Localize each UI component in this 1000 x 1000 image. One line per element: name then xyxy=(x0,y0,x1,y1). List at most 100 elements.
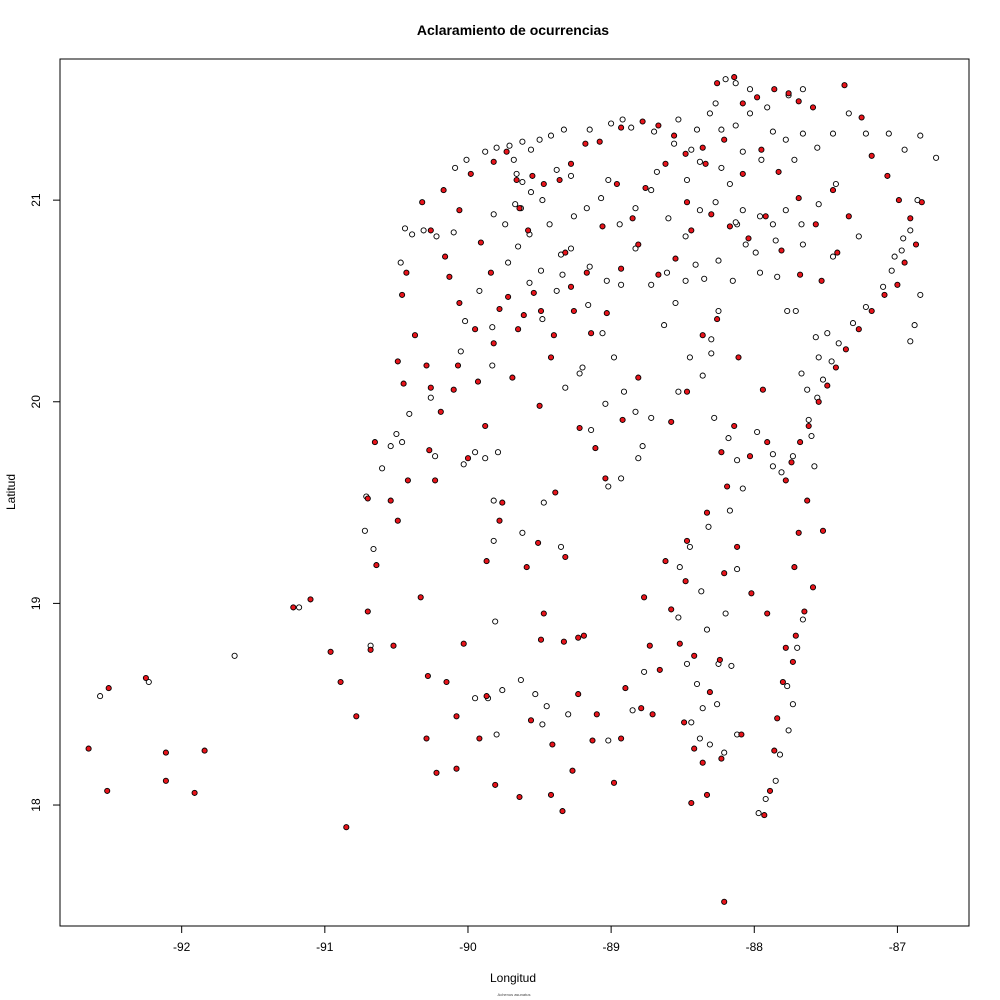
removed-point xyxy=(692,746,697,751)
kept-point xyxy=(773,778,778,783)
removed-point xyxy=(783,478,788,483)
removed-point xyxy=(819,278,824,283)
kept-point xyxy=(619,282,624,287)
kept-point xyxy=(783,137,788,142)
kept-point xyxy=(709,337,714,342)
kept-point xyxy=(606,738,611,743)
kept-point xyxy=(816,355,821,360)
kept-point xyxy=(747,111,752,116)
removed-point xyxy=(551,333,556,338)
removed-point xyxy=(428,385,433,390)
removed-point xyxy=(443,254,448,259)
removed-point xyxy=(354,714,359,719)
removed-point xyxy=(775,716,780,721)
removed-point xyxy=(538,637,543,642)
kept-point xyxy=(783,208,788,213)
removed-point xyxy=(902,260,907,265)
kept-point xyxy=(763,796,768,801)
removed-point xyxy=(405,478,410,483)
removed-point xyxy=(650,712,655,717)
kept-point xyxy=(514,171,519,176)
kept-point xyxy=(528,147,533,152)
removed-point xyxy=(619,125,624,130)
removed-point xyxy=(372,440,377,445)
kept-point xyxy=(518,677,523,682)
removed-point xyxy=(798,272,803,277)
kept-point xyxy=(886,131,891,136)
kept-point xyxy=(813,335,818,340)
kept-point xyxy=(892,254,897,259)
kept-point xyxy=(666,216,671,221)
x-axis-label: Longitud xyxy=(490,971,536,985)
removed-point xyxy=(715,317,720,322)
kept-point xyxy=(654,169,659,174)
kept-point xyxy=(407,411,412,416)
kept-point xyxy=(756,811,761,816)
removed-point xyxy=(682,720,687,725)
kept-point xyxy=(902,147,907,152)
removed-point xyxy=(796,196,801,201)
kept-point xyxy=(520,530,525,535)
kept-point xyxy=(563,385,568,390)
removed-point xyxy=(825,383,830,388)
removed-point xyxy=(427,448,432,453)
y-axis: 18 19 20 21 xyxy=(29,193,60,812)
removed-point xyxy=(528,718,533,723)
removed-point xyxy=(521,313,526,318)
removed-point xyxy=(86,746,91,751)
kept-point xyxy=(586,302,591,307)
kept-point xyxy=(743,242,748,247)
removed-point xyxy=(677,641,682,646)
kept-point xyxy=(483,456,488,461)
kept-point xyxy=(733,220,738,225)
kept-point xyxy=(506,260,511,265)
removed-point xyxy=(561,639,566,644)
kept-point xyxy=(630,708,635,713)
data-points xyxy=(86,75,939,905)
removed-point xyxy=(143,675,148,680)
kept-point xyxy=(697,208,702,213)
kept-point xyxy=(473,696,478,701)
kept-point xyxy=(775,274,780,279)
kept-point xyxy=(846,111,851,116)
removed-point xyxy=(611,780,616,785)
kept-point xyxy=(777,752,782,757)
kept-point xyxy=(709,351,714,356)
kept-point xyxy=(747,87,752,92)
removed-point xyxy=(584,270,589,275)
removed-point xyxy=(488,270,493,275)
removed-point xyxy=(516,327,521,332)
removed-point xyxy=(798,440,803,445)
kept-point xyxy=(538,268,543,273)
kept-point xyxy=(494,732,499,737)
kept-point xyxy=(600,331,605,336)
removed-point xyxy=(835,250,840,255)
removed-point xyxy=(719,450,724,455)
removed-point xyxy=(597,139,602,144)
kept-point xyxy=(694,681,699,686)
kept-point xyxy=(490,325,495,330)
removed-point xyxy=(833,365,838,370)
removed-point xyxy=(895,282,900,287)
removed-point xyxy=(765,440,770,445)
removed-point xyxy=(749,591,754,596)
kept-point xyxy=(812,464,817,469)
removed-point xyxy=(590,738,595,743)
kept-point xyxy=(699,589,704,594)
kept-point xyxy=(729,663,734,668)
removed-point xyxy=(739,732,744,737)
removed-point xyxy=(163,778,168,783)
removed-point xyxy=(444,679,449,684)
removed-point xyxy=(700,760,705,765)
removed-point xyxy=(789,460,794,465)
kept-point xyxy=(716,258,721,263)
kept-point xyxy=(513,202,518,207)
removed-point xyxy=(796,99,801,104)
kept-point xyxy=(500,688,505,693)
kept-point xyxy=(421,228,426,233)
kept-point xyxy=(689,720,694,725)
removed-point xyxy=(517,794,522,799)
removed-point xyxy=(882,292,887,297)
removed-point xyxy=(709,212,714,217)
